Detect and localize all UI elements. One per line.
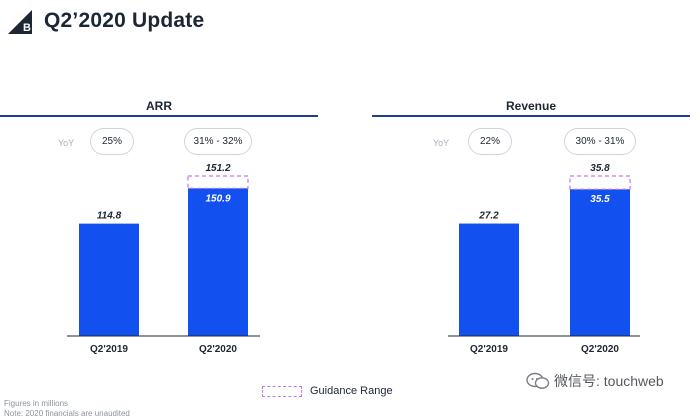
bigcommerce-logo: B	[8, 10, 32, 34]
arr-bar-0	[79, 223, 139, 336]
revenue-value-label-0: 27.2	[478, 211, 499, 222]
arr-category-label-0: Q2'2019	[90, 344, 128, 355]
arr-title-rule	[0, 115, 318, 117]
watermark-text: 微信号: touchweb	[554, 373, 664, 389]
arr-bar-1	[188, 188, 248, 336]
legend-label: Guidance Range	[310, 385, 393, 397]
watermark: 微信号: touchweb	[526, 371, 664, 391]
arr-yoy-label: YoY	[58, 138, 75, 148]
page-title: Q2’2020 Update	[44, 9, 205, 32]
revenue-guidance-box	[569, 175, 631, 190]
footnote-unaudited: Note: 2020 financials are unaudited	[4, 409, 130, 418]
arr-bar-chart: 114.8 Q2'2019 151.2 150.9 Q2'2020	[67, 163, 260, 355]
wechat-icon	[526, 372, 550, 389]
revenue-yoy-label: YoY	[433, 138, 450, 148]
revenue-category-label-1: Q2'2020	[581, 344, 619, 355]
revenue-title-rule	[372, 115, 690, 117]
revenue-yoy-pill-2020: 30% - 31%	[564, 128, 636, 155]
arr-guidance-high-label: 151.2	[205, 163, 230, 174]
revenue-value-label-1: 35.5	[590, 194, 610, 205]
revenue-bar-chart: 27.2 Q2'2019 35.8 35.5 Q2'2020	[448, 163, 640, 355]
arr-guidance-box	[187, 175, 249, 189]
revenue-chart-title: Revenue	[505, 99, 557, 113]
arr-category-label-1: Q2'2020	[199, 344, 237, 355]
revenue-bar-0	[459, 223, 519, 336]
arr-yoy-pill-2020: 31% - 32%	[184, 128, 252, 155]
arr-chart-title: ARR	[146, 99, 172, 113]
revenue-category-label-0: Q2'2019	[470, 344, 508, 355]
footnote-units: Figures in millions	[4, 399, 69, 408]
legend: Guidance Range	[262, 385, 393, 397]
arr-value-label-0: 114.8	[97, 211, 122, 222]
revenue-yoy-pill-2019: 22%	[468, 128, 512, 155]
arr-yoy-pill-2019: 25%	[90, 128, 134, 155]
arr-value-label-1: 150.9	[205, 193, 230, 204]
guidance-range-swatch	[262, 385, 302, 397]
revenue-bar-1	[570, 189, 630, 336]
revenue-guidance-high-label: 35.8	[590, 163, 610, 174]
svg-text:B: B	[23, 22, 31, 34]
